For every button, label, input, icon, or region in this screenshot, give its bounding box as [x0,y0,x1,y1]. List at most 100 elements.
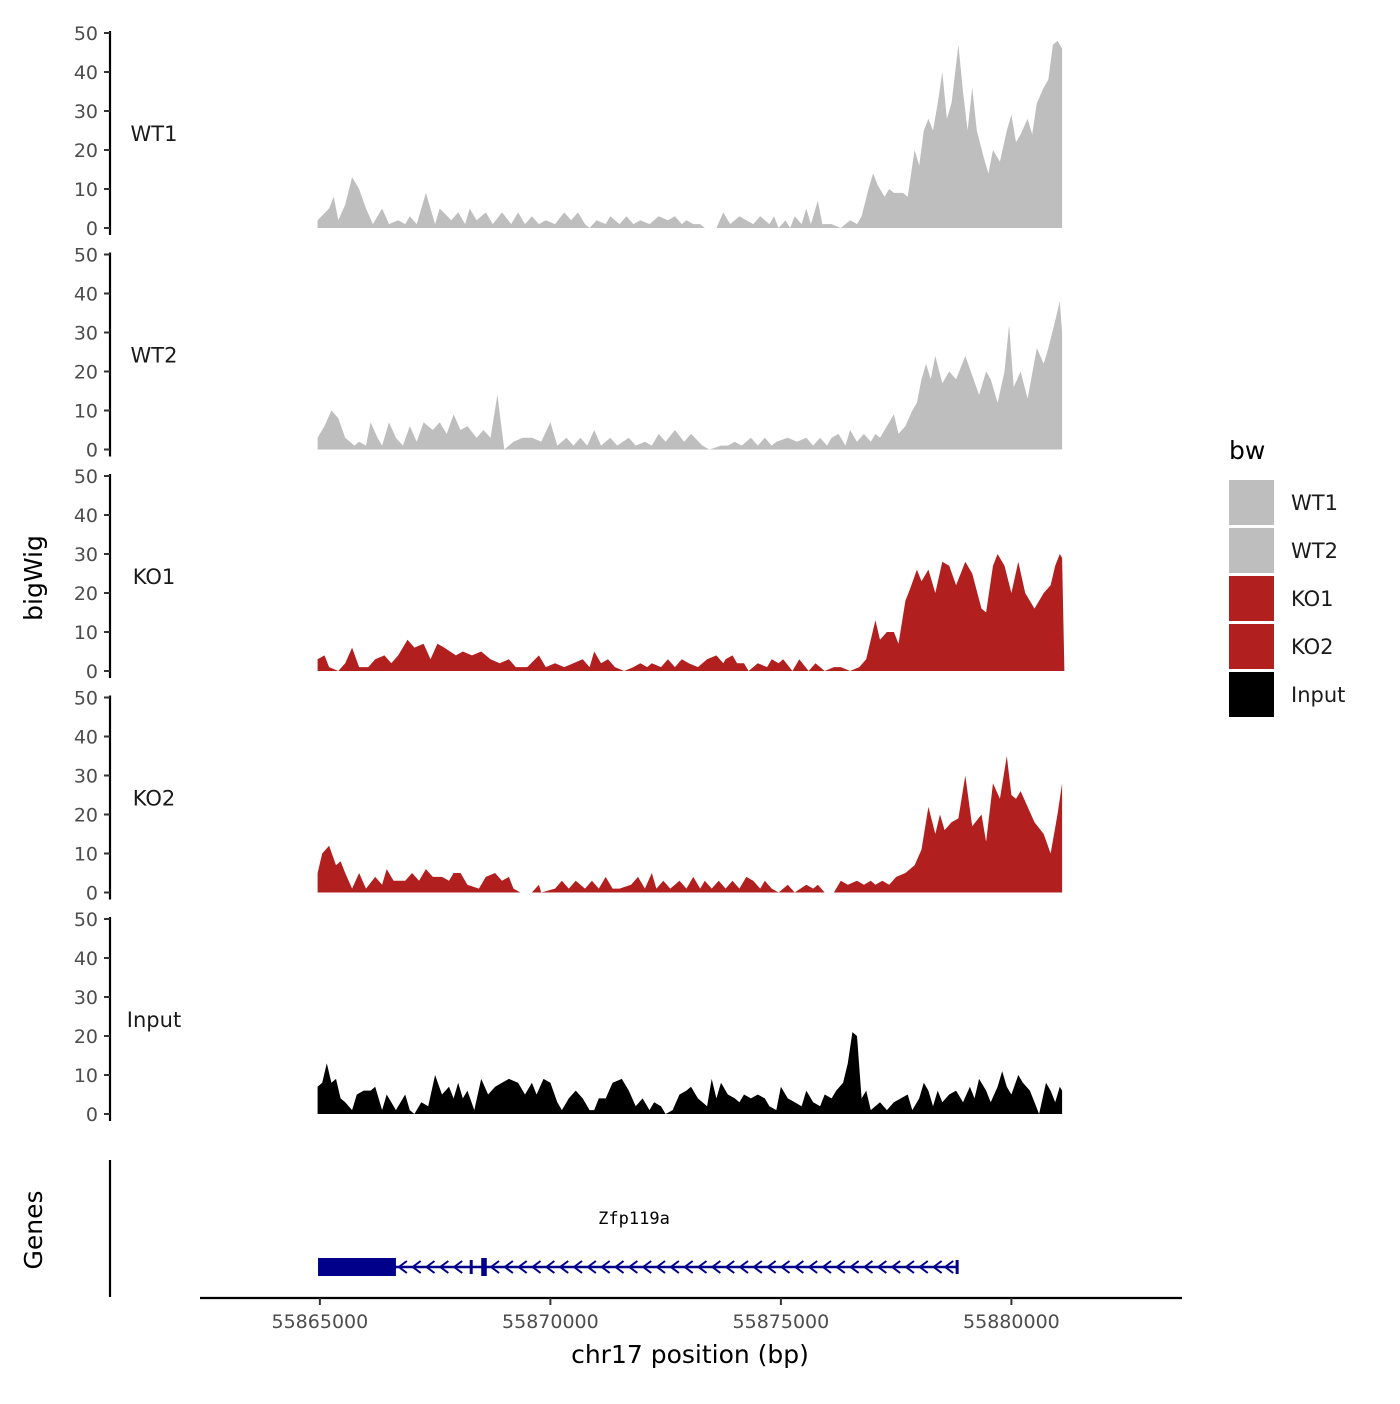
y-tick-label: 10 [74,622,98,644]
strand-arrow [821,1260,832,1274]
strand-arrow [438,1260,449,1274]
gene-axis-title: Genes [19,1190,48,1269]
strand-arrow [862,1260,874,1274]
y-tick-label: 30 [74,544,98,566]
strand-arrow [918,1260,929,1274]
gene-exon [318,1258,396,1276]
legend-swatch-ko2 [1229,624,1274,669]
y-tick-label: 40 [74,284,98,306]
strand-arrow [876,1260,887,1274]
strand-arrow [544,1260,555,1274]
legend-swatch-ko1 [1229,576,1274,621]
strand-arrow [710,1260,721,1274]
y-tick-label: 40 [74,505,98,527]
y-tick-label: 50 [74,688,98,710]
y-tick-label: 20 [74,583,98,605]
strand-arrow [904,1260,915,1274]
legend-label: KO2 [1291,635,1334,659]
gene-exon [481,1258,487,1276]
y-tick-label: 40 [74,727,98,749]
y-tick-label: 30 [74,323,98,345]
track-label: KO2 [133,787,176,811]
y-tick-label: 50 [74,23,98,45]
legend-title: bw [1229,436,1265,465]
coverage-area-input [317,1032,1063,1114]
gene-exon [469,1260,473,1274]
strand-arrow [641,1260,652,1274]
track-label: Input [127,1008,181,1032]
strand-arrow [943,1260,954,1274]
track-label: WT1 [131,122,178,146]
legend-label: WT1 [1291,491,1338,515]
gene-annotation-panel: Zfp119a [108,1160,959,1297]
strand-arrow [931,1260,943,1274]
legend-swatch-wt2 [1229,528,1274,573]
strand-arrow [397,1260,408,1274]
y-tick-label: 0 [86,440,98,462]
x-tick-label: 55875000 [733,1311,830,1333]
x-tick-label: 55870000 [502,1311,599,1333]
gene-exon [955,1260,959,1274]
coverage-area-ko1 [317,554,1065,671]
y-axis-title: bigWig [19,535,48,621]
strand-arrow [766,1260,777,1274]
strand-arrow [752,1260,763,1274]
strand-arrow [503,1260,514,1274]
strand-arrow [696,1260,708,1274]
strand-arrow [558,1260,569,1274]
strand-arrow [517,1260,528,1274]
strand-arrow [835,1260,846,1274]
y-tick-label: 0 [86,218,98,240]
y-tick-label: 10 [74,401,98,423]
y-tick-label: 0 [86,1104,98,1126]
x-tick-label: 55880000 [963,1311,1060,1333]
strand-arrow [572,1260,583,1274]
strand-arrow [586,1260,597,1274]
legend: bw WT1 WT2 KO1 KO2 Input [1229,436,1345,717]
y-tick-label: 20 [74,805,98,827]
strand-arrow [683,1260,694,1274]
y-tick-label: 0 [86,883,98,905]
y-tick-label: 40 [74,948,98,970]
legend-label: KO1 [1291,587,1334,611]
y-tick-label: 50 [74,909,98,931]
y-tick-label: 20 [74,1026,98,1048]
strand-arrow [452,1260,463,1274]
y-tick-label: 50 [74,466,98,488]
track-ko1: 0 10 20 30 40 50 KO1 [74,466,1065,683]
y-tick-label: 10 [74,179,98,201]
strand-arrow [613,1260,625,1274]
strand-arrow [411,1260,422,1274]
y-tick-label: 20 [74,140,98,162]
strand-arrow [424,1260,436,1274]
strand-arrow [627,1260,638,1274]
y-tick-label: 10 [74,1065,98,1087]
track-ko2: 0 10 20 30 40 50 KO2 [74,688,1063,905]
strand-arrow [807,1260,818,1274]
coverage-area-wt1 [317,40,1063,228]
legend-label: Input [1291,683,1345,707]
track-input: 0 10 20 30 40 50 Input [74,909,1063,1126]
track-label: KO1 [133,565,176,589]
strand-arrow [779,1260,791,1274]
coverage-area-ko2 [317,756,1063,893]
strand-arrow [793,1260,804,1274]
coverage-area-wt2 [317,301,1063,450]
strand-arrow [724,1260,735,1274]
track-wt2: 0 10 20 30 40 50 WT2 [74,245,1063,462]
strand-arrow [530,1260,542,1274]
y-tick-label: 10 [74,844,98,866]
y-tick-label: 50 [74,245,98,267]
x-axis: 55865000 55870000 55875000 55880000 [200,1296,1182,1333]
x-axis-title: chr17 position (bp) [571,1340,809,1369]
strand-arrow [655,1260,666,1274]
track-label: WT2 [131,344,178,368]
y-tick-label: 30 [74,766,98,788]
track-wt1: 0 10 20 30 40 50 WT1 [74,23,1063,240]
strand-arrow [489,1260,500,1274]
strand-arrow [890,1260,901,1274]
legend-swatch-wt1 [1229,480,1274,525]
strand-arrow [738,1260,749,1274]
